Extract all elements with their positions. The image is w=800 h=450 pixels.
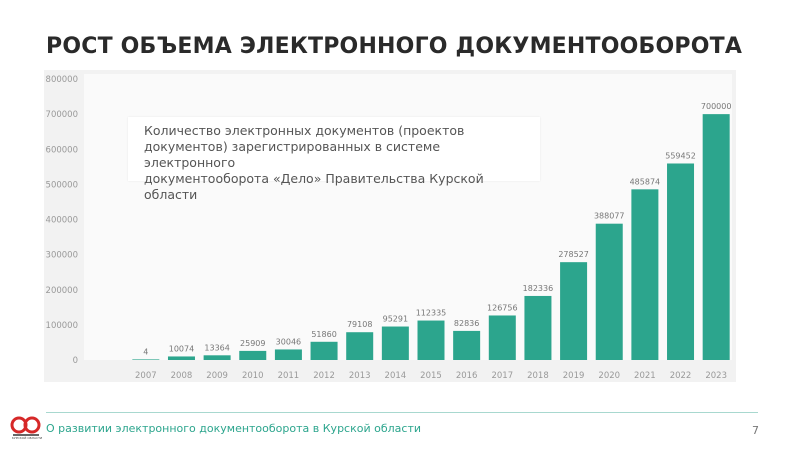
x-tick-label: 2009 bbox=[206, 371, 228, 381]
chart-annotation: Количество электронных документов (проек… bbox=[128, 117, 540, 202]
x-tick-label: 2022 bbox=[670, 371, 692, 381]
data-label: 25909 bbox=[240, 339, 265, 348]
x-tick-label: 2016 bbox=[456, 371, 478, 381]
data-label: 51860 bbox=[311, 330, 336, 339]
y-tick-label: 300000 bbox=[46, 251, 78, 261]
y-tick-label: 400000 bbox=[46, 216, 78, 226]
data-label: 388077 bbox=[594, 212, 625, 221]
y-tick-label: 0 bbox=[73, 356, 78, 366]
bar bbox=[310, 341, 338, 360]
x-tick-label: 2020 bbox=[598, 371, 620, 381]
data-label: 278527 bbox=[558, 250, 589, 259]
x-tick-label: 2015 bbox=[420, 371, 442, 381]
x-tick-label: 2008 bbox=[171, 371, 193, 381]
footer-divider bbox=[46, 412, 758, 413]
bar bbox=[631, 189, 659, 360]
y-tick-label: 700000 bbox=[46, 110, 78, 120]
annotation-line: документооборота «Дело» Правительства Ку… bbox=[144, 171, 484, 202]
x-tick-label: 2007 bbox=[135, 371, 157, 381]
x-tick-label: 2013 bbox=[349, 371, 371, 381]
x-tick-label: 2011 bbox=[278, 371, 300, 381]
footer-title: О развитии электронного документооборота… bbox=[46, 422, 422, 435]
x-tick-label: 2010 bbox=[242, 371, 264, 381]
data-label: 10074 bbox=[169, 344, 194, 353]
y-tick-label: 800000 bbox=[46, 75, 78, 85]
data-label: 4 bbox=[143, 347, 148, 356]
y-tick-label: 500000 bbox=[46, 180, 78, 190]
page-title: РОСТ ОБЪЕМА ЭЛЕКТРОННОГО ДОКУМЕНТООБОРОТ… bbox=[46, 34, 743, 59]
x-tick-label: 2012 bbox=[313, 371, 335, 381]
y-tick-label: 600000 bbox=[46, 145, 78, 155]
data-label: 559452 bbox=[665, 151, 696, 160]
bar bbox=[239, 350, 267, 360]
x-tick-label: 2023 bbox=[705, 371, 727, 381]
data-label: 126756 bbox=[487, 303, 518, 312]
x-tick-label: 2017 bbox=[491, 371, 513, 381]
data-label: 79108 bbox=[347, 320, 372, 329]
logo-caption: КУРСКОЙ ОБЛАСТИ bbox=[11, 436, 43, 440]
bar bbox=[346, 332, 374, 360]
bar bbox=[203, 355, 231, 360]
x-tick-label: 2021 bbox=[634, 371, 656, 381]
bar bbox=[274, 349, 302, 360]
y-tick-label: 200000 bbox=[46, 286, 78, 296]
bar bbox=[132, 359, 160, 360]
bar bbox=[702, 114, 730, 360]
data-label: 112335 bbox=[416, 309, 447, 318]
x-tick-label: 2014 bbox=[385, 371, 407, 381]
bar bbox=[381, 326, 409, 360]
bar bbox=[560, 262, 588, 360]
data-label: 13364 bbox=[204, 343, 229, 352]
y-tick-label: 100000 bbox=[46, 321, 78, 331]
data-label: 182336 bbox=[523, 284, 554, 293]
data-label: 95291 bbox=[383, 315, 408, 324]
bar bbox=[453, 330, 481, 360]
data-label: 82836 bbox=[454, 319, 479, 328]
annotation-line: документов) зарегистрированных в системе… bbox=[144, 139, 441, 170]
x-tick-label: 2018 bbox=[527, 371, 549, 381]
data-label: 30046 bbox=[276, 337, 301, 346]
bar bbox=[524, 295, 552, 360]
data-label: 485874 bbox=[630, 177, 661, 186]
bar bbox=[167, 356, 195, 360]
page-number: 7 bbox=[752, 424, 759, 437]
bar bbox=[488, 315, 516, 360]
x-tick-label: 2019 bbox=[563, 371, 585, 381]
bar bbox=[667, 163, 695, 360]
annotation-line: Количество электронных документов (проек… bbox=[144, 123, 465, 138]
bar bbox=[417, 320, 445, 360]
region-logo bbox=[10, 416, 41, 436]
data-label: 700000 bbox=[701, 102, 732, 111]
bar bbox=[595, 223, 623, 360]
